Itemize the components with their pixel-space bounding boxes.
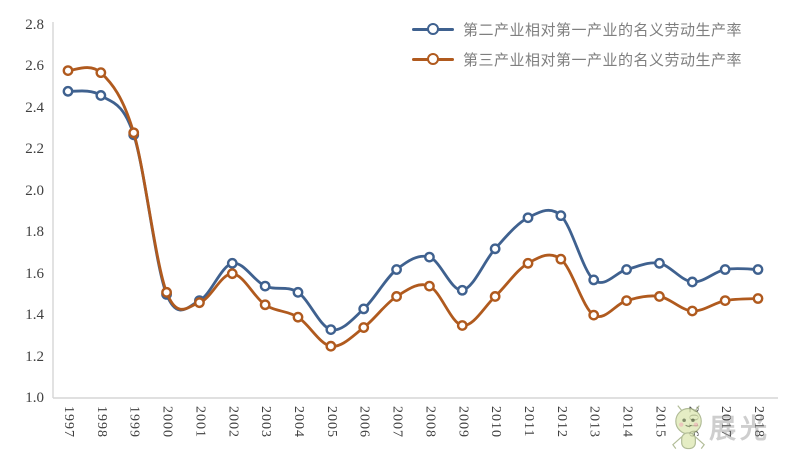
y-tick-label: 1.0	[25, 390, 44, 406]
x-tick-label: 2000	[159, 406, 175, 438]
data-point	[588, 274, 600, 286]
data-point	[621, 295, 632, 307]
data-point	[95, 67, 107, 79]
data-point	[95, 90, 107, 101]
legend-label-secondary: 第二产业相对第一产业的名义劳动生产率	[463, 22, 743, 39]
x-tick-label: 2009	[455, 406, 471, 438]
data-point	[621, 264, 632, 275]
y-tick-label: 2.6	[25, 58, 44, 75]
y-tick-label: 2.2	[25, 141, 44, 158]
legend-item-secondary-industry: 第二产业相对第一产业的名义劳动生产率	[412, 14, 742, 44]
data-point	[424, 280, 435, 292]
x-tick-label: 1998	[93, 406, 109, 438]
y-tick-label: 1.4	[25, 307, 44, 324]
data-point	[555, 210, 567, 222]
data-point	[752, 264, 764, 275]
data-point	[489, 291, 501, 302]
data-point	[325, 324, 337, 336]
data-point	[292, 286, 304, 298]
watermark-text: 展光锋	[709, 414, 772, 444]
data-point	[456, 320, 468, 331]
x-tick-label: 2017	[718, 406, 734, 438]
x-tick-label: 2013	[586, 406, 602, 438]
data-point	[226, 257, 238, 269]
legend-marker-secondary-icon	[412, 23, 454, 35]
watermark: 展光锋	[668, 404, 800, 460]
y-tick-label: 1.2	[25, 348, 44, 365]
data-point	[161, 286, 172, 298]
data-point	[391, 291, 402, 302]
data-point	[489, 243, 501, 255]
data-point	[555, 253, 567, 265]
y-tick-label: 1.8	[25, 224, 44, 241]
legend-item-tertiary-industry: 第三产业相对第一产业的名义劳动生产率	[412, 44, 742, 74]
data-point	[654, 257, 665, 269]
data-point	[686, 276, 698, 288]
x-tick-label: 2006	[356, 406, 372, 438]
y-tick-label: 2.4	[25, 99, 44, 116]
x-tick-label: 2018	[751, 406, 766, 438]
x-tick-label: 1997	[61, 406, 76, 438]
data-point	[588, 309, 600, 321]
data-point	[424, 251, 435, 263]
y-tick-label: 2.8	[25, 17, 44, 33]
y-tick-label: 2.0	[25, 182, 44, 199]
data-point	[194, 297, 205, 309]
data-point	[226, 268, 238, 280]
data-point	[325, 340, 337, 352]
x-tick-label: 2002	[225, 406, 241, 438]
data-point	[719, 264, 731, 275]
x-tick-label: 2011	[521, 406, 536, 438]
x-tick-label: 1999	[126, 406, 142, 438]
data-point	[456, 284, 468, 296]
x-tick-label: 2015	[652, 406, 668, 438]
data-point	[522, 212, 534, 224]
x-tick-label: 2012	[553, 406, 569, 438]
series-line-1	[66, 66, 760, 348]
data-point	[62, 85, 74, 97]
data-point	[358, 303, 370, 315]
data-point	[719, 295, 731, 307]
data-point	[292, 311, 304, 323]
data-point	[358, 322, 370, 333]
data-point	[752, 293, 764, 304]
x-tick-label: 2014	[619, 406, 635, 438]
x-tick-label: 2010	[488, 406, 504, 438]
x-tick-label: 2004	[291, 406, 306, 438]
x-tick-label: 2007	[389, 406, 405, 438]
data-point	[128, 127, 140, 139]
x-tick-label: 2001	[192, 406, 208, 438]
legend: 第二产业相对第一产业的名义劳动生产率 第三产业相对第一产业的名义劳动生产率	[412, 14, 742, 74]
data-point	[259, 280, 271, 292]
data-point	[62, 65, 74, 76]
legend-label-tertiary: 第三产业相对第一产业的名义劳动生产率	[463, 52, 743, 69]
data-point	[522, 257, 534, 269]
x-tick-label: 2005	[323, 406, 339, 438]
data-point	[259, 299, 271, 311]
legend-marker-tertiary-icon	[412, 53, 454, 65]
data-point	[654, 291, 665, 302]
y-tick-label: 1.6	[25, 265, 44, 282]
x-tick-label: 2003	[258, 406, 274, 438]
mascot-icon	[672, 405, 705, 450]
data-point	[686, 305, 698, 317]
x-tick-label: 2008	[422, 406, 438, 438]
data-point	[391, 264, 402, 275]
